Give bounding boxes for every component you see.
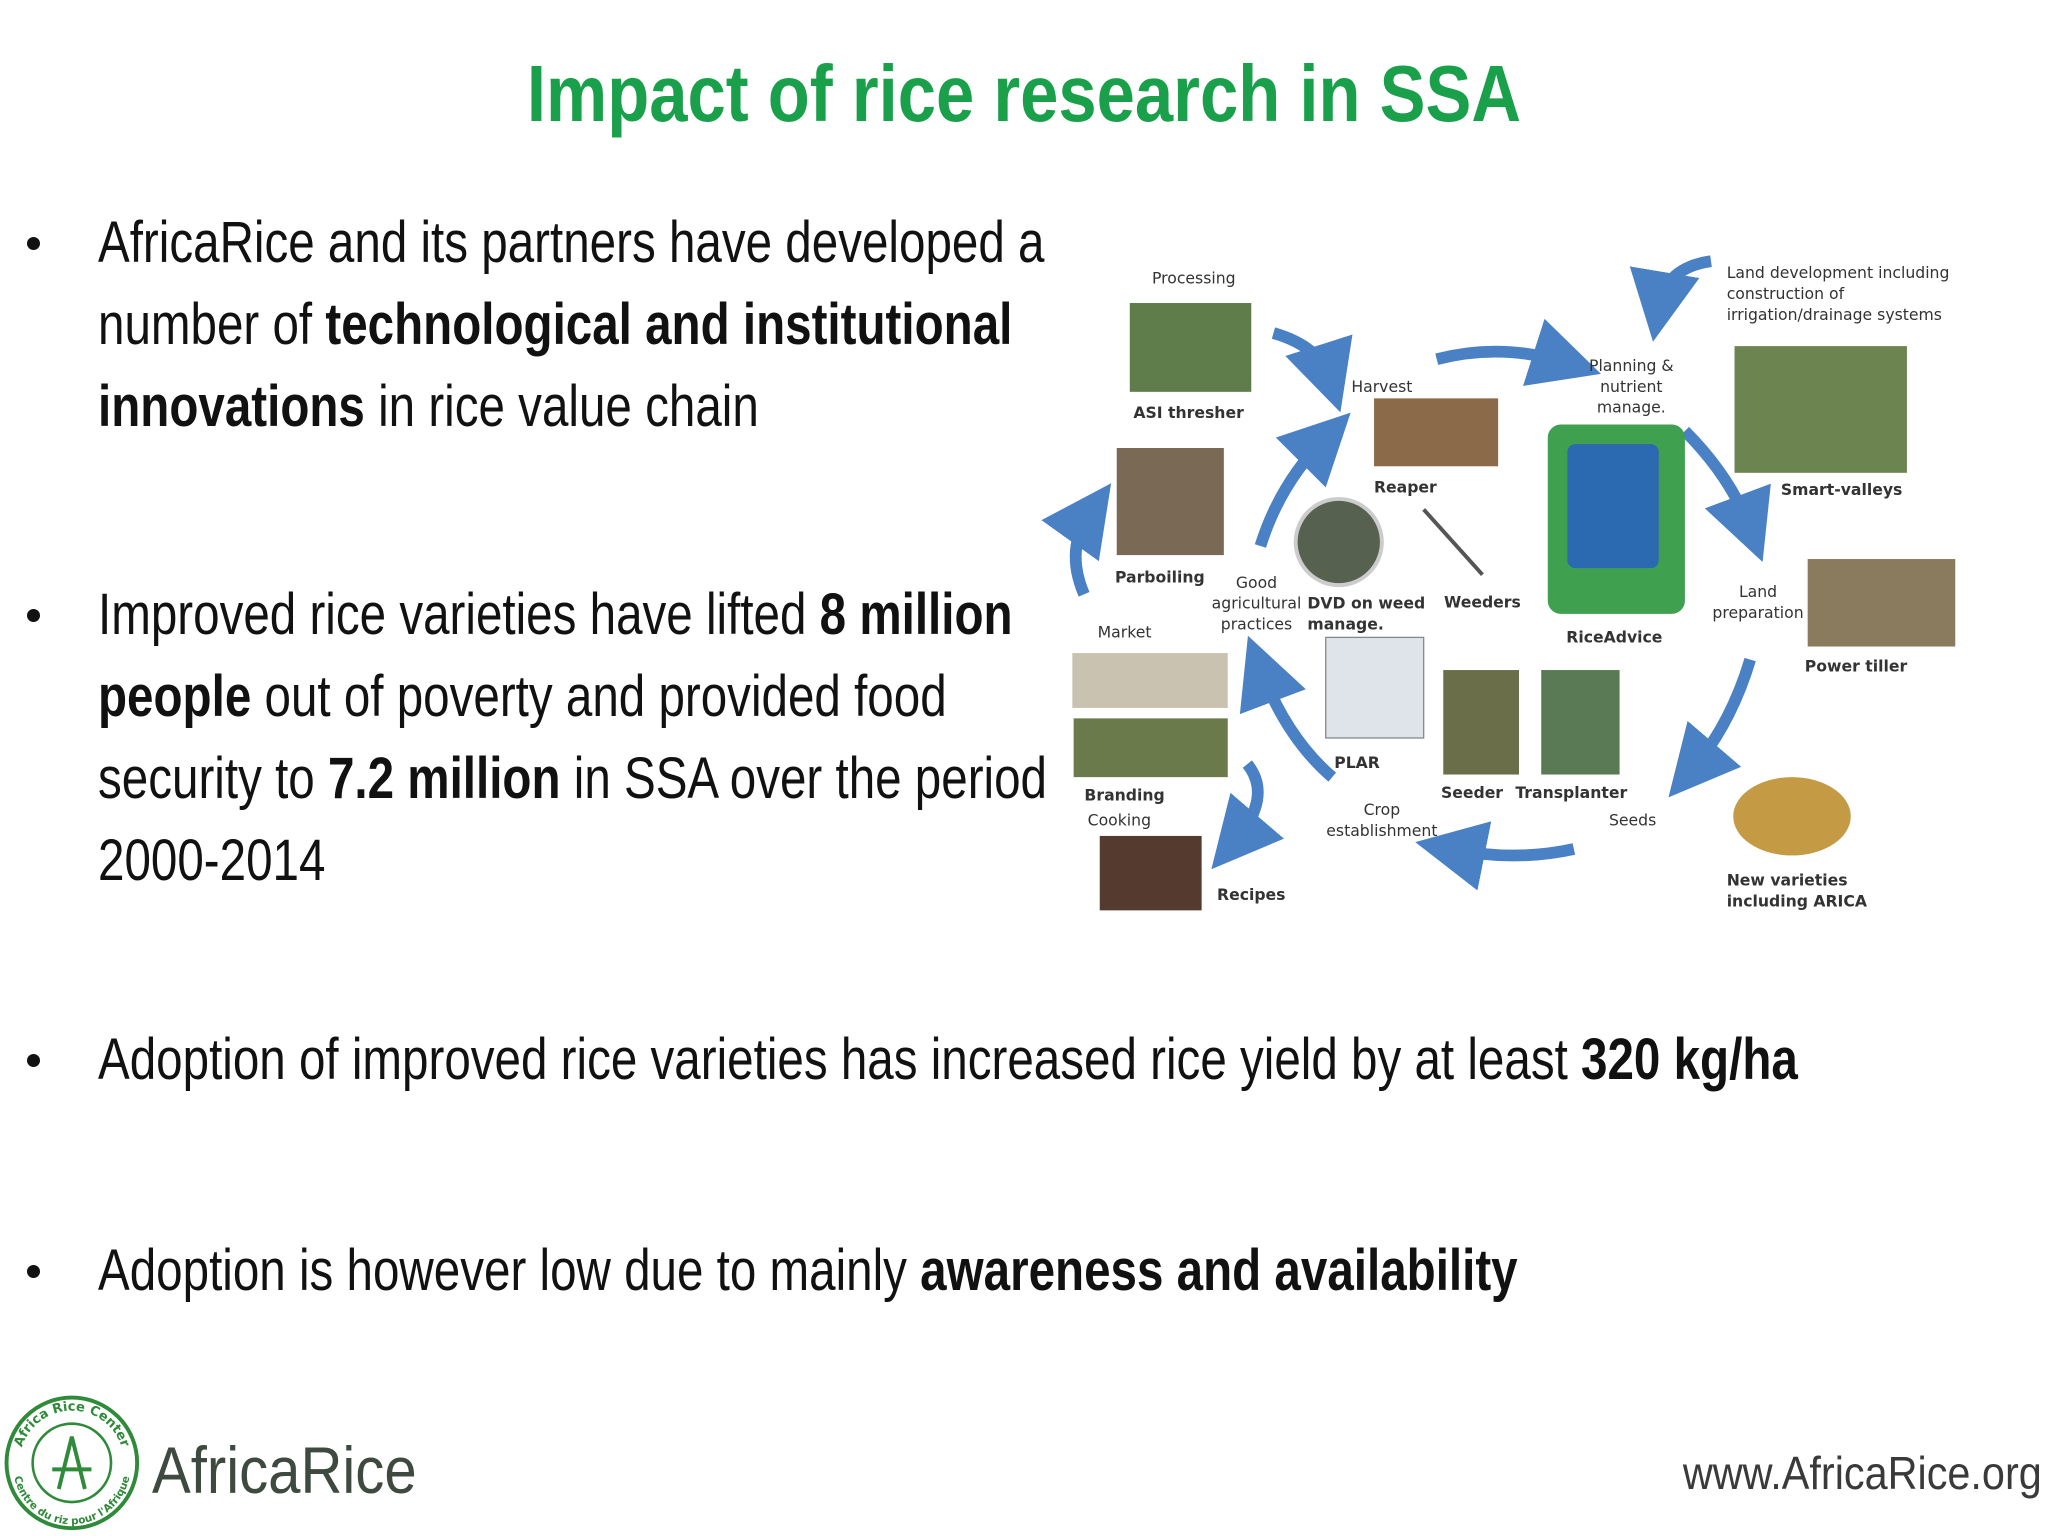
bullet-text: 320 kg/ha	[1581, 1027, 1798, 1092]
label-line: practices	[1221, 615, 1292, 634]
label-line: Planning &	[1589, 356, 1674, 375]
label-line: Weeders	[1444, 592, 1521, 611]
bullet: Adoption of improved rice varieties has …	[98, 1019, 1959, 1101]
label-line: Power tiller	[1805, 656, 1908, 675]
bullet-text: Adoption of improved rice varieties has …	[98, 1027, 1582, 1092]
label-line: PLAR	[1334, 753, 1380, 772]
label-line: Market	[1098, 622, 1152, 641]
diagram-label: Reaper	[1374, 477, 1437, 496]
label-line: irrigation/drainage systems	[1727, 305, 1942, 324]
bullet-text: Improved rice varieties have lifted	[98, 582, 820, 647]
diagram-label: Parboiling	[1115, 568, 1205, 587]
bullet: Improved rice varieties have lifted 8 mi…	[98, 574, 1088, 902]
bullet-text: technological and institutional innovati…	[98, 292, 1013, 439]
label-line: Recipes	[1217, 885, 1285, 904]
diagram-label: Harvest	[1351, 377, 1412, 396]
label-line: Land	[1739, 582, 1777, 601]
label-line: Processing	[1152, 268, 1236, 287]
diagram-label: Good agricultural practices	[1212, 573, 1302, 634]
label-line: establishment	[1326, 821, 1437, 840]
diagram-label: Smart-valleys	[1781, 480, 1903, 499]
diagram-label: RiceAdvice	[1566, 628, 1662, 647]
bullet-dot	[27, 609, 40, 622]
diagram-label: Processing	[1152, 268, 1236, 287]
diagram-label: Land development including construction o…	[1727, 263, 1950, 324]
photos	[1072, 303, 1956, 911]
label-line: nutrient	[1600, 377, 1662, 396]
cycle-arrows	[1041, 255, 1771, 891]
bullet: AfricaRice and its partners have develop…	[98, 202, 1088, 448]
diagram-label: Branding	[1084, 786, 1164, 805]
label-line: Land development including	[1727, 263, 1950, 282]
bullet-text: in rice value chain	[364, 374, 759, 439]
label-line: Reaper	[1374, 477, 1437, 496]
bullet: Adoption is however low due to mainly aw…	[98, 1230, 1959, 1312]
label-line: Smart-valleys	[1781, 480, 1903, 499]
label-line: Good	[1236, 573, 1277, 592]
bullet-text: 7.2 million	[327, 746, 561, 811]
bullet-text: in SSA over the period 2000-2014	[98, 746, 1048, 893]
label-line: Cooking	[1088, 810, 1151, 829]
bullet-dot	[27, 1054, 40, 1067]
bullet-text: 8 million people	[98, 582, 1013, 729]
diagram-label: PLAR	[1334, 753, 1380, 772]
label-line: manage.	[1597, 398, 1666, 417]
logo-emblem: Africa Rice Center Centre du riz pour l'…	[4, 1395, 140, 1531]
label-line: Parboiling	[1115, 568, 1205, 587]
label-line: Crop	[1364, 800, 1401, 819]
label-line: Harvest	[1351, 377, 1412, 396]
diagram-label: Crop establishment	[1326, 800, 1437, 840]
label-line: preparation	[1712, 603, 1803, 622]
logo-name: AfricaRice	[152, 1433, 417, 1507]
bullet-text: out of poverty and provided food securit…	[98, 664, 947, 811]
label-line: Branding	[1084, 786, 1164, 805]
diagram-label: DVD on weed manage.	[1307, 594, 1425, 634]
diagram-label: Seeds	[1609, 810, 1656, 829]
label-line: New varieties	[1727, 871, 1848, 890]
label-line: construction of	[1727, 284, 1845, 303]
bullet-dot	[27, 237, 40, 250]
diagram-label: Planning & nutrient manage.	[1589, 356, 1674, 417]
diagram-label: Recipes	[1217, 885, 1285, 904]
diagram-label: Land preparation	[1712, 582, 1803, 622]
diagram-label: Weeders	[1444, 592, 1521, 611]
diagram-label: Power tiller	[1805, 656, 1908, 675]
diagram-label: New varieties including ARICA	[1727, 871, 1868, 911]
label-line: Transplanter	[1515, 783, 1627, 802]
label-line: DVD on weed	[1307, 594, 1425, 613]
label-line: RiceAdvice	[1566, 628, 1662, 647]
diagram-label: Seeder	[1441, 783, 1503, 802]
label-line: including ARICA	[1727, 891, 1868, 910]
label-line: Seeder	[1441, 783, 1503, 802]
bullet-text: awareness and availability	[920, 1238, 1518, 1303]
diagram-label: Market	[1098, 622, 1152, 641]
bullet-dot	[27, 1265, 40, 1278]
bullet-text: AfricaRice and its partners have develop…	[98, 210, 1045, 357]
label-line: manage.	[1307, 615, 1383, 634]
label-line: agricultural	[1212, 594, 1302, 613]
diagram-label: Cooking	[1088, 810, 1151, 829]
diagram-label: ASI thresher	[1133, 403, 1244, 422]
website-url: www.AfricaRice.org	[1683, 1447, 2042, 1499]
slide-title: Impact of rice research in SSA	[526, 49, 1522, 138]
label-line: ASI thresher	[1133, 403, 1244, 422]
diagram-label: Transplanter	[1515, 783, 1627, 802]
label-line: Seeds	[1609, 810, 1656, 829]
bullet-text: Adoption is however low due to mainly	[98, 1238, 921, 1303]
diagram-labels: Processing ASI thresher Harvest Reaper Plann…	[1084, 263, 1949, 910]
